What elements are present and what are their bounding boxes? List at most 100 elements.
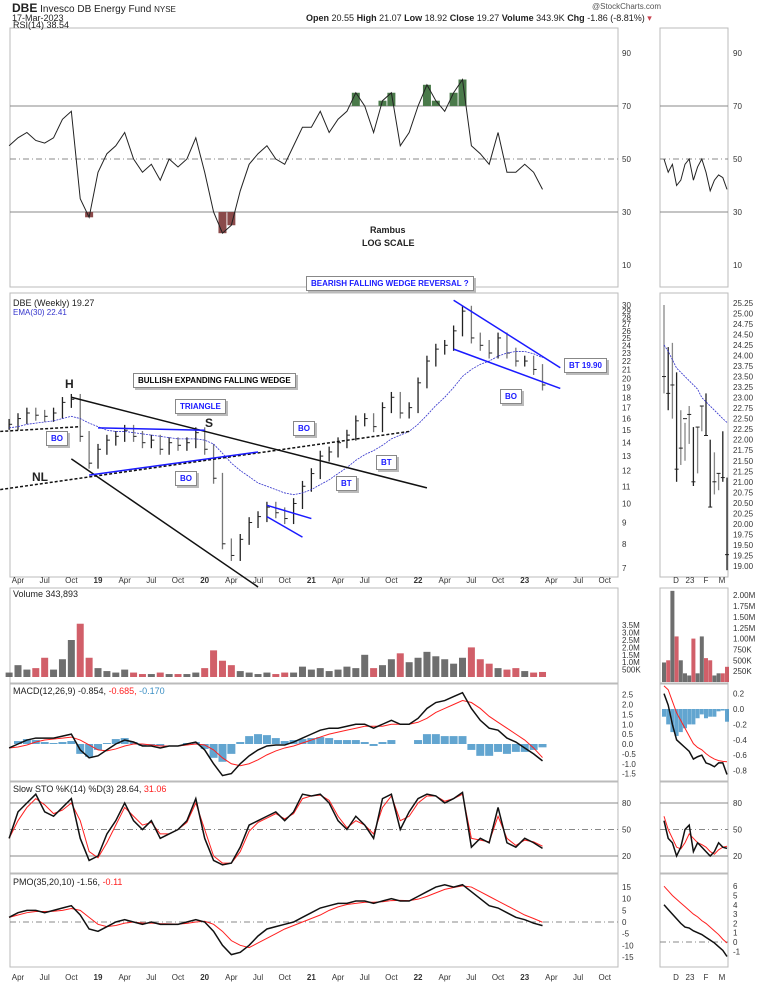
pmo-panel-frame — [9, 873, 619, 968]
inset-pmo-panel-frame — [659, 873, 729, 968]
exchange: NYSE — [154, 5, 176, 14]
x-tick-label: 22 — [414, 576, 423, 585]
sto-panel-frame — [9, 781, 619, 874]
volume-bar — [236, 671, 244, 677]
inset-price-tick-label: 21.50 — [733, 457, 754, 466]
inset-sto-k-line — [663, 820, 728, 859]
chart-date: 17-Mar-2023 — [12, 13, 64, 23]
price-panel-frame — [9, 292, 619, 578]
x-tick-label: Oct — [278, 973, 291, 982]
inset-volume-bar — [725, 666, 729, 682]
volume-bar — [281, 672, 289, 677]
down-arrow-icon: ▾ — [647, 13, 652, 23]
inset-macd-histogram-bar — [674, 709, 679, 736]
x-tick-label: Oct — [278, 576, 291, 585]
volume-bar — [298, 666, 306, 677]
volume-legend: Volume 343,893 — [13, 589, 79, 599]
inset-price-tick-label: 22.75 — [733, 404, 754, 413]
inset-x-tick-label: D — [673, 576, 679, 585]
x-tick-label: Apr — [545, 576, 558, 585]
inset-macd-histogram-bar — [662, 709, 666, 717]
rsi-overbought-fill — [422, 84, 431, 106]
x-tick-label: Oct — [65, 576, 78, 585]
inset-volume-bar — [683, 673, 687, 682]
macd-panel-frame — [9, 683, 619, 782]
chg-label: Chg — [567, 13, 585, 23]
volume-bar — [316, 668, 324, 677]
inset-macd-histogram-bar — [708, 709, 713, 717]
inset-pmo-tick-label: 6 — [733, 882, 738, 891]
inset-pmo-tick-label: -1 — [733, 947, 741, 956]
price-tick-label: 11 — [622, 482, 631, 491]
x-tick-label: Oct — [385, 973, 398, 982]
inset-macd-histogram-bar — [695, 709, 700, 719]
macd-histogram-bar — [200, 744, 209, 749]
macd-histogram-bar — [467, 744, 476, 750]
volume-bar — [387, 659, 395, 677]
pmo-legend: PMO(35,20,10) -1.56, -0.11 — [13, 877, 122, 887]
macd-tick-label: 0.0 — [622, 740, 634, 749]
volume-tick-label: 3.5M — [622, 621, 640, 630]
inset-macd-histogram-bar — [691, 709, 696, 725]
trendline — [89, 451, 259, 476]
inset-price-tick-label: 20.75 — [733, 488, 754, 497]
price-tick-label: 27 — [622, 320, 631, 329]
x-tick-label: Jul — [573, 576, 583, 585]
price-tick-label: 24 — [622, 341, 631, 350]
macd-hist-value: -0.170 — [139, 686, 165, 696]
volume-bar — [290, 672, 298, 677]
rsi-oversold-fill — [227, 212, 236, 226]
inset-sto-d-line — [663, 816, 728, 855]
inset-rsi-line — [663, 157, 728, 193]
x-tick-label: Jul — [360, 973, 370, 982]
inset-macd-tick-label: -0.8 — [733, 767, 747, 776]
annotation-triangle: TRIANGLE — [175, 399, 226, 414]
x-tick-label: 22 — [414, 973, 423, 982]
volume-bar — [147, 674, 155, 677]
x-tick-label: Jul — [466, 973, 476, 982]
x-tick-label: Oct — [599, 576, 612, 585]
close-value: 19.27 — [476, 13, 500, 23]
inset-volume-bar — [687, 675, 692, 682]
volume-bar — [494, 668, 502, 677]
inset-macd-panel-frame — [659, 683, 729, 782]
x-tick-label: Jul — [360, 576, 370, 585]
inset-pmo-tick-label: 5 — [733, 892, 738, 901]
macd-histogram-bar — [378, 742, 387, 744]
inset-sto-tick-label: 50 — [733, 826, 742, 835]
sto-tick-label: 50 — [622, 826, 631, 835]
volume-bar — [450, 663, 458, 677]
inset-price-tick-label: 19.25 — [733, 551, 754, 560]
inset-price-panel-frame — [659, 292, 729, 578]
price-tick-label: 10 — [622, 499, 631, 508]
macd-histogram-bar — [298, 739, 307, 744]
price-tick-label: 8 — [622, 540, 627, 549]
price-tick-label: 9 — [622, 519, 627, 528]
annotation-bt: BT — [336, 476, 357, 491]
volume-bar — [103, 671, 111, 677]
volume-bar — [521, 671, 529, 677]
volume-tick-label: 1.5M — [622, 651, 640, 660]
open-label: Open — [306, 13, 330, 23]
volume-bar — [32, 668, 40, 677]
x-tick-label: 20 — [200, 973, 209, 982]
macd-histogram-bar — [511, 744, 520, 752]
inset-volume-bar — [695, 673, 700, 682]
inset-volume-bar — [691, 638, 696, 682]
macd-legend: MACD(12,26,9) -0.854, -0.685, -0.170 — [13, 686, 165, 696]
price-tick-label: 17 — [622, 404, 631, 413]
x-tick-label: Oct — [599, 973, 612, 982]
volume-bar — [121, 669, 129, 677]
volume-tick-label: 2.5M — [622, 636, 640, 645]
pmo-tick-label: -5 — [622, 930, 630, 939]
x-tick-label: Jul — [253, 576, 263, 585]
inset-macd-histogram-bar — [704, 709, 708, 719]
macd-histogram-bar — [138, 744, 147, 746]
macd-tick-label: 0.5 — [622, 730, 634, 739]
annotation-rambus: Rambus — [370, 225, 406, 235]
price-tick-label: 18 — [622, 393, 631, 402]
inset-volume-bar — [712, 675, 717, 682]
price-tick-label: 23 — [622, 349, 631, 358]
volume-bar — [263, 672, 271, 677]
inset-volume-bar — [670, 590, 675, 682]
